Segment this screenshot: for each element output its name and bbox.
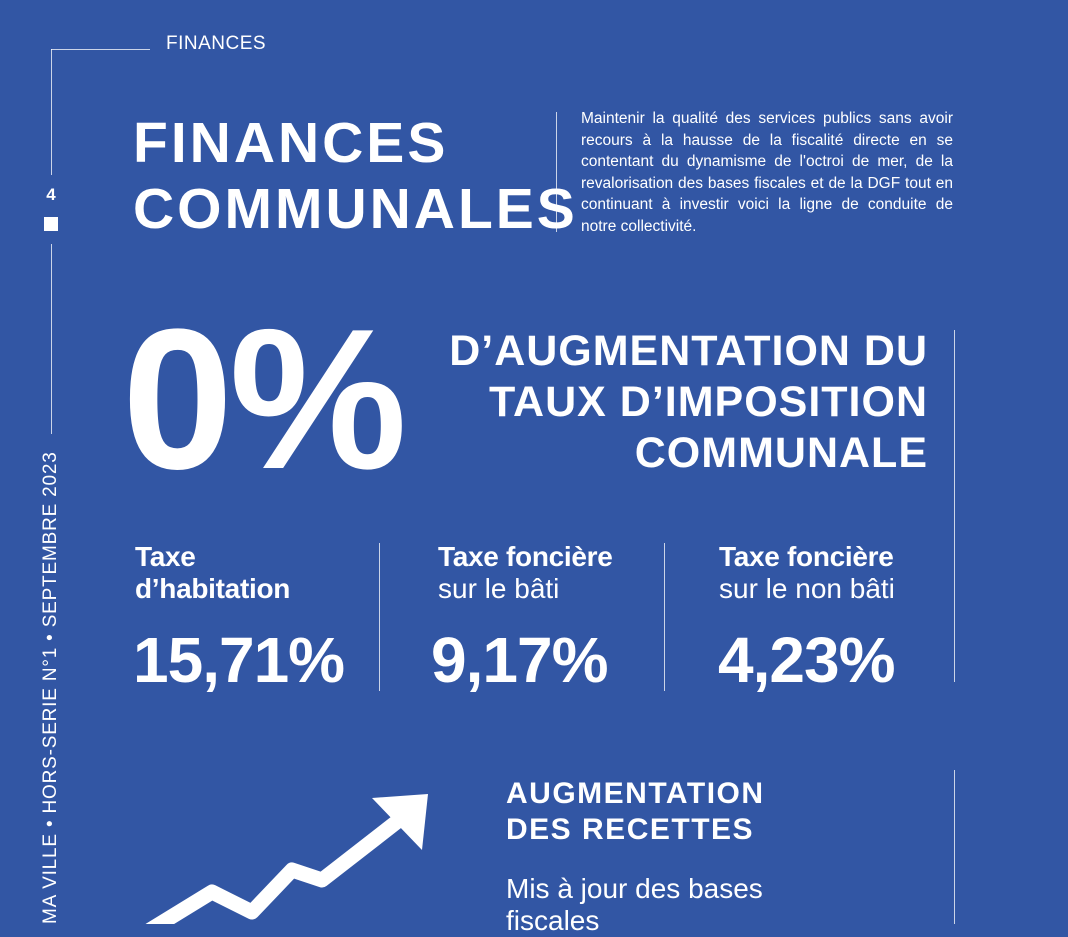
- right-frame-line-2: [954, 770, 955, 924]
- trend-up-arrow-icon: [145, 794, 428, 924]
- tax-divider-2: [664, 543, 665, 691]
- tax-divider-1: [379, 543, 380, 691]
- highlight-value: 0%: [122, 288, 407, 511]
- tax-name-line-1: Taxe: [135, 541, 196, 572]
- revenue-heading-line-2: DES RECETTES: [506, 813, 755, 846]
- title-line-1: FINANCES: [133, 111, 449, 175]
- section-label: FINANCES: [166, 33, 267, 54]
- revenue-heading: AUGMENTATION DES RECETTES: [506, 776, 765, 848]
- intro-paragraph: Maintenir la qualité des services public…: [581, 110, 953, 235]
- revenue-body: Mis à jour des bases fiscales: [506, 873, 763, 936]
- tax-rate-fonciere-non-bati: 4,23%: [718, 624, 895, 696]
- right-frame-line-1: [954, 330, 955, 682]
- page-title: FINANCES COMMUNALES: [133, 110, 575, 242]
- tax-subtitle: sur le non bâti: [719, 573, 895, 604]
- left-frame-line-top: [51, 49, 52, 175]
- left-frame-line-bottom: [51, 244, 52, 434]
- tax-habitation: Taxe d’habitation: [135, 541, 365, 605]
- tax-rate-habitation: 15,71%: [133, 624, 345, 696]
- page-marker-square: [44, 217, 58, 231]
- revenue-heading-line-1: AUGMENTATION: [506, 777, 765, 810]
- highlight-caption-line-2: TAUX D’IMPOSITION: [488, 378, 928, 426]
- highlight-caption: D’AUGMENTATION DU TAUX D’IMPOSITION COMM…: [430, 326, 928, 479]
- top-frame-line: [51, 49, 150, 50]
- tax-name-line-2: d’habitation: [135, 573, 291, 604]
- tax-name-line-1: Taxe foncière: [438, 541, 613, 572]
- highlight-caption-line-1: D’AUGMENTATION DU: [449, 327, 928, 375]
- title-line-2: COMMUNALES: [133, 177, 578, 241]
- vertical-issue-label: MA VILLE • HORS-SERIE N°1 • SEPTEMBRE 20…: [40, 451, 61, 924]
- page-number: 4: [46, 185, 56, 204]
- tax-fonciere-bati: Taxe foncière sur le bâti: [438, 541, 668, 605]
- highlight-caption-line-3: COMMUNALE: [634, 429, 928, 477]
- tax-rate-fonciere-bati: 9,17%: [431, 624, 608, 696]
- tax-subtitle: sur le bâti: [438, 573, 560, 604]
- tax-fonciere-non-bati: Taxe foncière sur le non bâti: [719, 541, 949, 605]
- title-divider: [556, 112, 557, 232]
- tax-name-line-1: Taxe foncière: [719, 541, 894, 572]
